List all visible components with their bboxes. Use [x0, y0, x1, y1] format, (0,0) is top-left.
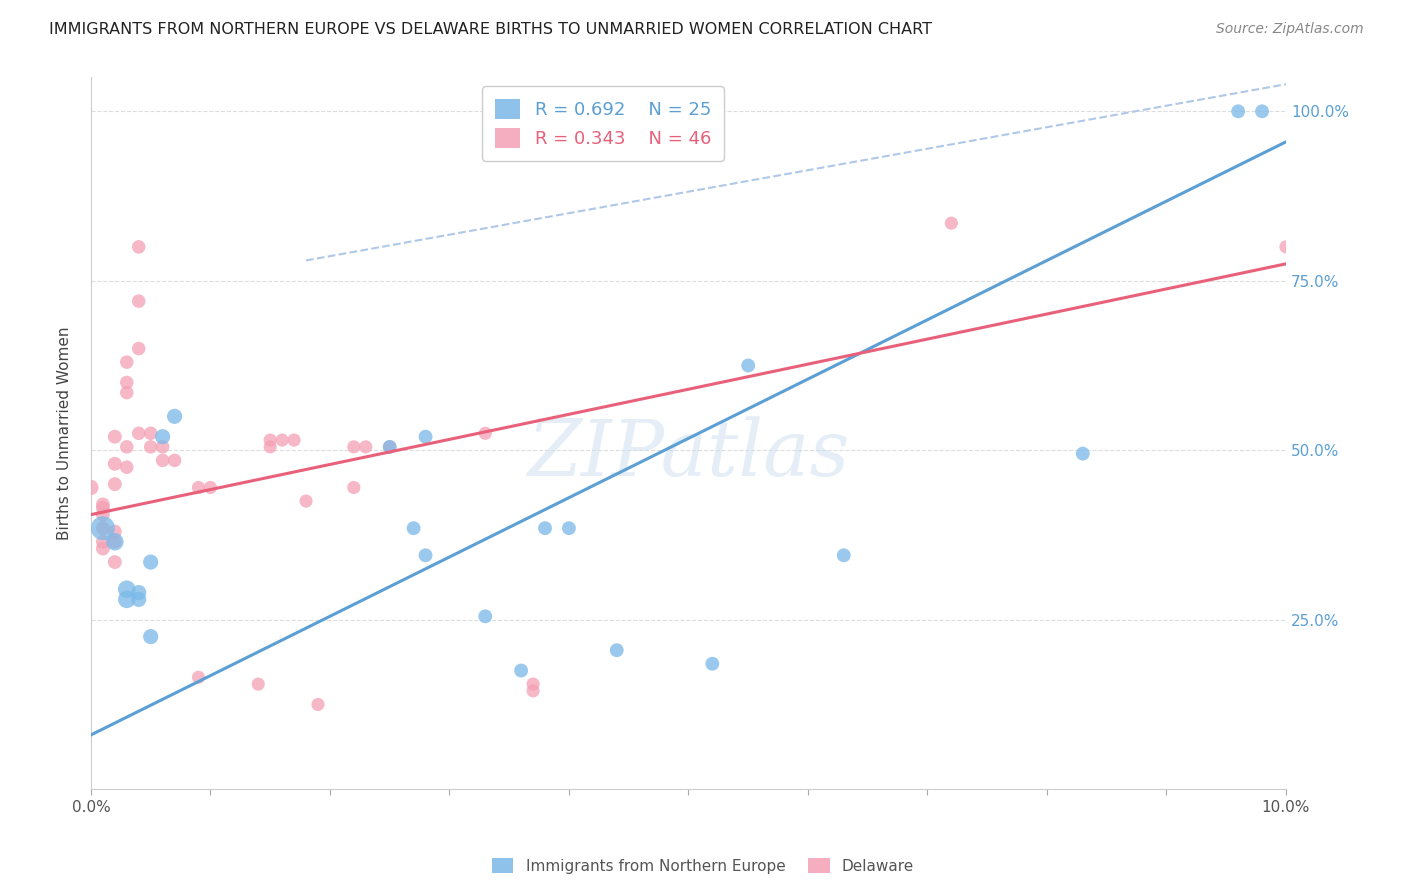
Point	[152, 440, 174, 454]
Point	[522, 677, 544, 691]
Point	[104, 534, 127, 549]
Point	[115, 355, 138, 369]
Point	[104, 457, 127, 471]
Point	[832, 549, 855, 563]
Point	[128, 240, 150, 254]
Point	[115, 440, 138, 454]
Point	[128, 342, 150, 356]
Point	[163, 409, 186, 424]
Point	[295, 494, 318, 508]
Point	[354, 440, 377, 454]
Point	[1227, 104, 1250, 119]
Point	[115, 460, 138, 475]
Point	[606, 643, 628, 657]
Point	[91, 500, 114, 515]
Point	[104, 477, 127, 491]
Point	[510, 664, 533, 678]
Point	[115, 592, 138, 607]
Point	[91, 508, 114, 522]
Point	[415, 430, 437, 444]
Point	[128, 585, 150, 599]
Point	[187, 670, 209, 684]
Point	[128, 294, 150, 309]
Point	[152, 453, 174, 467]
Point	[200, 481, 222, 495]
Legend: Immigrants from Northern Europe, Delaware: Immigrants from Northern Europe, Delawar…	[486, 852, 920, 880]
Point	[558, 521, 581, 535]
Y-axis label: Births to Unmarried Women: Births to Unmarried Women	[58, 326, 72, 540]
Point	[139, 440, 162, 454]
Text: ZIPatlas: ZIPatlas	[527, 417, 849, 492]
Point	[474, 426, 496, 441]
Point	[343, 481, 366, 495]
Point	[1071, 447, 1094, 461]
Point	[139, 630, 162, 644]
Point	[91, 521, 114, 535]
Legend: R = 0.692    N = 25, R = 0.343    N = 46: R = 0.692 N = 25, R = 0.343 N = 46	[482, 87, 724, 161]
Point	[115, 385, 138, 400]
Point	[415, 549, 437, 563]
Point	[115, 376, 138, 390]
Point	[104, 534, 127, 549]
Point	[152, 430, 174, 444]
Point	[128, 592, 150, 607]
Point	[91, 534, 114, 549]
Text: Source: ZipAtlas.com: Source: ZipAtlas.com	[1216, 22, 1364, 37]
Point	[259, 440, 281, 454]
Point	[187, 481, 209, 495]
Point	[307, 698, 329, 712]
Point	[91, 541, 114, 556]
Point	[378, 440, 401, 454]
Text: IMMIGRANTS FROM NORTHERN EUROPE VS DELAWARE BIRTHS TO UNMARRIED WOMEN CORRELATIO: IMMIGRANTS FROM NORTHERN EUROPE VS DELAW…	[49, 22, 932, 37]
Point	[104, 524, 127, 539]
Point	[702, 657, 724, 671]
Point	[941, 216, 963, 230]
Point	[534, 521, 557, 535]
Point	[115, 582, 138, 597]
Point	[128, 426, 150, 441]
Point	[522, 684, 544, 698]
Point	[259, 433, 281, 447]
Point	[271, 433, 294, 447]
Point	[378, 440, 401, 454]
Point	[80, 481, 103, 495]
Point	[343, 440, 366, 454]
Point	[737, 359, 759, 373]
Point	[1275, 240, 1298, 254]
Point	[139, 426, 162, 441]
Point	[139, 555, 162, 569]
Point	[474, 609, 496, 624]
Point	[91, 521, 114, 535]
Point	[283, 433, 305, 447]
Point	[91, 498, 114, 512]
Point	[163, 453, 186, 467]
Point	[1251, 104, 1274, 119]
Point	[104, 555, 127, 569]
Point	[104, 430, 127, 444]
Point	[247, 677, 270, 691]
Point	[402, 521, 425, 535]
